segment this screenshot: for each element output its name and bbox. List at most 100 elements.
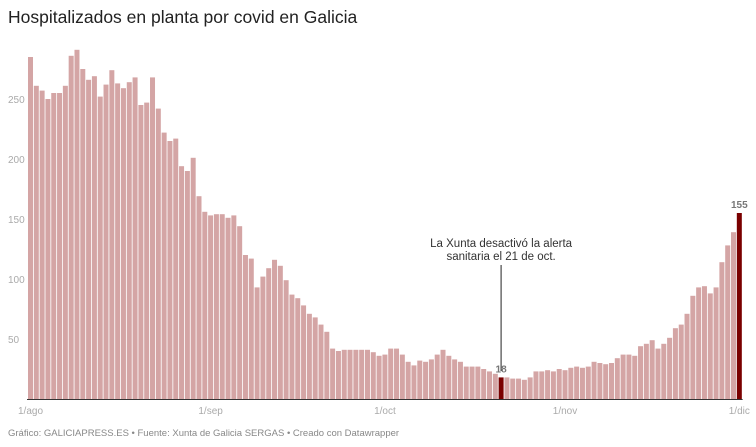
bar — [446, 355, 452, 399]
bar — [533, 371, 539, 399]
bar — [579, 367, 585, 399]
y-tick-label: 50 — [8, 335, 20, 346]
bar — [364, 349, 370, 399]
bar — [376, 355, 382, 399]
bar — [295, 298, 301, 399]
bar — [132, 77, 138, 400]
bar — [603, 364, 609, 399]
bar — [661, 343, 667, 399]
y-tick-label: 200 — [8, 155, 25, 166]
bar — [638, 346, 644, 399]
bar — [672, 328, 678, 399]
y-tick-label: 150 — [8, 215, 25, 226]
bar — [150, 77, 156, 400]
bar — [736, 213, 742, 399]
annotation-text: sanitaria el 21 de oct. — [446, 251, 555, 263]
bar — [591, 361, 597, 399]
bar — [225, 217, 231, 399]
bar — [562, 370, 568, 399]
bar-value-label: 155 — [731, 200, 748, 211]
bar — [45, 99, 51, 399]
bar — [330, 348, 336, 399]
bar — [498, 377, 504, 399]
bar — [469, 366, 475, 399]
bar — [510, 378, 516, 399]
bar — [115, 83, 121, 400]
bar — [405, 361, 411, 399]
bar — [463, 366, 469, 399]
bar — [28, 57, 33, 399]
chart-title: Hospitalizados en planta por covid en Ga… — [8, 7, 358, 27]
bar — [138, 105, 144, 399]
bar — [428, 359, 434, 399]
x-tick-label: 1/oct — [374, 406, 396, 417]
bar — [97, 96, 103, 399]
bar — [411, 365, 417, 399]
bar — [237, 226, 243, 399]
x-tick-label: 1/sep — [198, 406, 223, 417]
bar — [62, 85, 68, 400]
bar — [655, 348, 661, 399]
bar — [492, 373, 498, 399]
bar — [609, 363, 614, 399]
bar — [272, 259, 278, 399]
bar — [103, 84, 109, 399]
bar — [301, 305, 307, 399]
bar — [219, 214, 225, 399]
bar — [539, 371, 545, 399]
bar — [231, 215, 237, 399]
bar — [486, 371, 492, 399]
bar — [550, 371, 556, 399]
bar — [51, 93, 57, 399]
bar — [701, 286, 707, 399]
bar — [521, 379, 527, 399]
bar — [277, 265, 283, 399]
bar — [86, 79, 92, 400]
bar — [731, 232, 737, 399]
bar — [452, 359, 458, 399]
bar — [370, 352, 376, 399]
bar — [632, 355, 638, 399]
bar — [57, 93, 63, 399]
bar — [196, 196, 202, 399]
x-tick-label: 1/ago — [18, 406, 43, 417]
bar — [574, 366, 580, 399]
y-tick-label: 250 — [8, 95, 25, 106]
y-tick-label: 100 — [8, 275, 25, 286]
bar — [190, 157, 196, 399]
bar — [120, 88, 126, 399]
bar — [248, 258, 254, 399]
bar — [341, 349, 347, 399]
bar — [684, 313, 690, 399]
bar — [649, 340, 655, 399]
bar — [179, 166, 185, 399]
bar — [289, 294, 295, 399]
bar — [417, 360, 423, 399]
bar — [91, 76, 97, 399]
bar — [167, 141, 173, 399]
bar — [39, 90, 45, 399]
bar — [597, 363, 603, 399]
bar — [33, 85, 39, 400]
bar — [434, 354, 440, 399]
bar — [388, 348, 394, 399]
bar — [242, 255, 248, 399]
annotation-text: La Xunta desactivó la alerta — [430, 238, 573, 250]
bar — [347, 349, 353, 399]
bar — [184, 171, 190, 399]
bar — [585, 366, 591, 399]
bar — [457, 361, 463, 399]
x-tick-label: 1/nov — [553, 406, 577, 417]
bar — [74, 49, 80, 400]
bar — [382, 354, 388, 399]
bar — [173, 138, 179, 399]
bar — [556, 369, 562, 399]
bar — [690, 295, 696, 399]
bar — [614, 358, 620, 399]
bar — [643, 343, 649, 399]
bar — [266, 268, 272, 399]
bar — [678, 324, 684, 399]
bar — [155, 108, 161, 399]
bar — [306, 313, 312, 399]
